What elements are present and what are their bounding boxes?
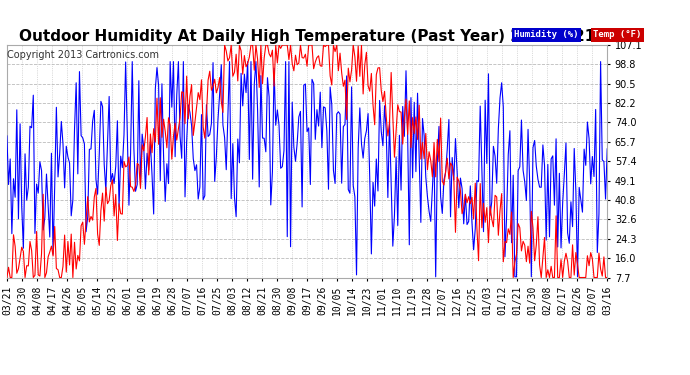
Text: Temp (°F): Temp (°F): [593, 30, 642, 39]
Text: Humidity (%): Humidity (%): [514, 30, 578, 39]
Title: Outdoor Humidity At Daily High Temperature (Past Year) 20130321: Outdoor Humidity At Daily High Temperatu…: [19, 29, 595, 44]
Text: Copyright 2013 Cartronics.com: Copyright 2013 Cartronics.com: [7, 50, 159, 60]
